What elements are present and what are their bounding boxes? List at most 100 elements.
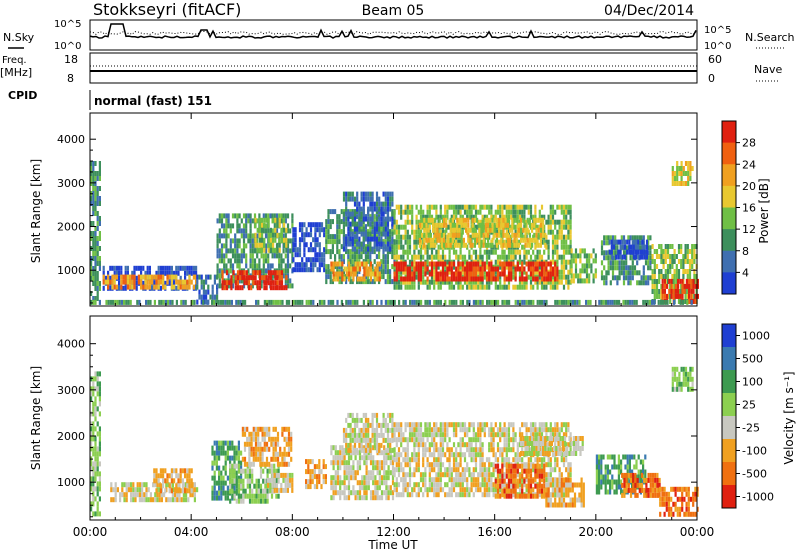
heatmap-cell bbox=[685, 278, 688, 284]
heatmap-cell bbox=[332, 495, 335, 501]
heatmap-cell bbox=[177, 473, 180, 479]
heatmap-cell bbox=[474, 279, 478, 285]
heatmap-cell bbox=[512, 284, 515, 290]
heatmap-cell bbox=[283, 242, 286, 248]
heatmap-cell bbox=[303, 252, 306, 258]
heatmap-cell bbox=[257, 493, 260, 499]
heatmap-cell bbox=[156, 492, 159, 498]
heatmap-cell bbox=[521, 209, 524, 215]
heatmap-cell bbox=[520, 237, 523, 243]
heatmap-cell bbox=[533, 237, 536, 243]
heatmap-cell bbox=[96, 511, 99, 517]
heatmap-cell bbox=[479, 219, 482, 225]
heatmap-cell bbox=[324, 464, 327, 470]
heatmap-cell bbox=[687, 166, 690, 171]
heatmap-cell bbox=[682, 274, 685, 279]
cpid-panel: CPID normal (fast) 151 bbox=[8, 89, 212, 110]
heatmap-cell bbox=[677, 293, 680, 299]
heatmap-cell bbox=[404, 261, 407, 267]
heatmap-cell bbox=[170, 265, 173, 271]
heatmap-cell bbox=[514, 249, 517, 255]
heatmap-cell bbox=[224, 490, 227, 496]
heatmap-cell bbox=[400, 214, 403, 220]
heatmap-cell bbox=[365, 495, 368, 501]
heatmap-cell bbox=[688, 283, 691, 289]
heatmap-cell bbox=[496, 266, 500, 272]
heatmap-cell bbox=[386, 206, 390, 212]
heatmap-cell bbox=[612, 244, 616, 250]
heatmap-cell bbox=[411, 219, 414, 225]
heatmap-cell bbox=[551, 239, 555, 245]
heatmap-cell bbox=[309, 459, 312, 465]
heatmap-cell bbox=[290, 456, 293, 462]
heatmap-cell bbox=[505, 299, 508, 305]
title-bar: Stokkseyri (fitACF) Beam 05 04/Dec/2014 bbox=[93, 0, 694, 19]
heatmap-cell bbox=[467, 237, 470, 243]
heatmap-cell bbox=[618, 265, 621, 271]
heatmap-cell bbox=[349, 241, 352, 247]
heatmap-cell bbox=[490, 209, 493, 215]
heatmap-cell bbox=[332, 271, 335, 277]
heatmap-cell bbox=[620, 265, 623, 271]
heatmap-cell bbox=[287, 436, 291, 442]
heatmap-cell bbox=[618, 270, 621, 276]
heatmap-cell bbox=[367, 191, 370, 197]
heatmap-cell bbox=[92, 281, 95, 286]
heatmap-cell bbox=[177, 488, 180, 494]
heatmap-cell bbox=[309, 227, 313, 233]
heatmap-cell bbox=[154, 482, 157, 488]
freq-frame bbox=[89, 52, 698, 84]
heatmap-cell bbox=[432, 237, 435, 243]
heatmap-cell bbox=[273, 468, 276, 474]
heatmap-cell bbox=[624, 299, 627, 305]
heatmap-cell bbox=[378, 246, 381, 252]
heatmap-cell bbox=[345, 196, 348, 202]
heatmap-cell bbox=[218, 470, 221, 476]
nsky-tick-bottom: 10^0 bbox=[54, 41, 81, 52]
heatmap-cell bbox=[309, 474, 312, 480]
heatmap-cell bbox=[247, 213, 250, 219]
heatmap-cell bbox=[92, 501, 95, 507]
heatmap-cell bbox=[152, 482, 155, 488]
heatmap-cell bbox=[629, 235, 632, 241]
heatmap-cell bbox=[367, 455, 370, 461]
heatmap-cell bbox=[468, 261, 471, 267]
heatmap-cell bbox=[205, 279, 208, 285]
heatmap-cell bbox=[458, 217, 461, 223]
nsky-tick-top: 10^5 bbox=[54, 19, 81, 30]
heatmap-cell bbox=[419, 254, 423, 260]
heatmap-cell bbox=[487, 242, 490, 248]
heatmap-cell bbox=[270, 488, 274, 494]
heatmap-cell bbox=[418, 232, 421, 238]
heatmap-cell bbox=[386, 259, 389, 265]
heatmap-cell bbox=[253, 213, 257, 219]
heatmap-cell bbox=[343, 495, 346, 501]
heatmap-cell bbox=[307, 484, 310, 490]
heatmap-cell bbox=[272, 446, 275, 452]
heatmap-cell bbox=[556, 266, 559, 272]
heatmap-cell bbox=[637, 244, 640, 250]
heatmap-cell bbox=[496, 284, 500, 290]
heatmap-cell bbox=[309, 257, 313, 263]
heatmap-cell bbox=[417, 299, 420, 305]
heatmap-cell bbox=[294, 227, 297, 233]
heatmap-cell bbox=[517, 222, 520, 228]
heatmap-cell bbox=[250, 431, 253, 437]
heatmap-cell bbox=[461, 214, 464, 220]
heatmap-cell bbox=[121, 482, 124, 488]
heatmap-cell bbox=[536, 254, 539, 260]
heatmap-cell bbox=[92, 381, 95, 387]
heatmap-cell bbox=[651, 274, 654, 279]
heatmap-cell bbox=[195, 285, 198, 291]
heatmap-cell bbox=[382, 216, 385, 222]
heatmap-cell bbox=[360, 196, 363, 202]
heatmap-cell bbox=[600, 260, 604, 266]
heatmap-cell bbox=[334, 490, 337, 496]
heatmap-cell bbox=[209, 274, 212, 280]
heatmap-cell bbox=[397, 229, 401, 235]
heatmap-cell bbox=[607, 270, 610, 276]
heatmap-cell bbox=[266, 468, 269, 474]
heatmap-cell bbox=[148, 265, 151, 271]
heatmap-cell bbox=[275, 213, 279, 219]
